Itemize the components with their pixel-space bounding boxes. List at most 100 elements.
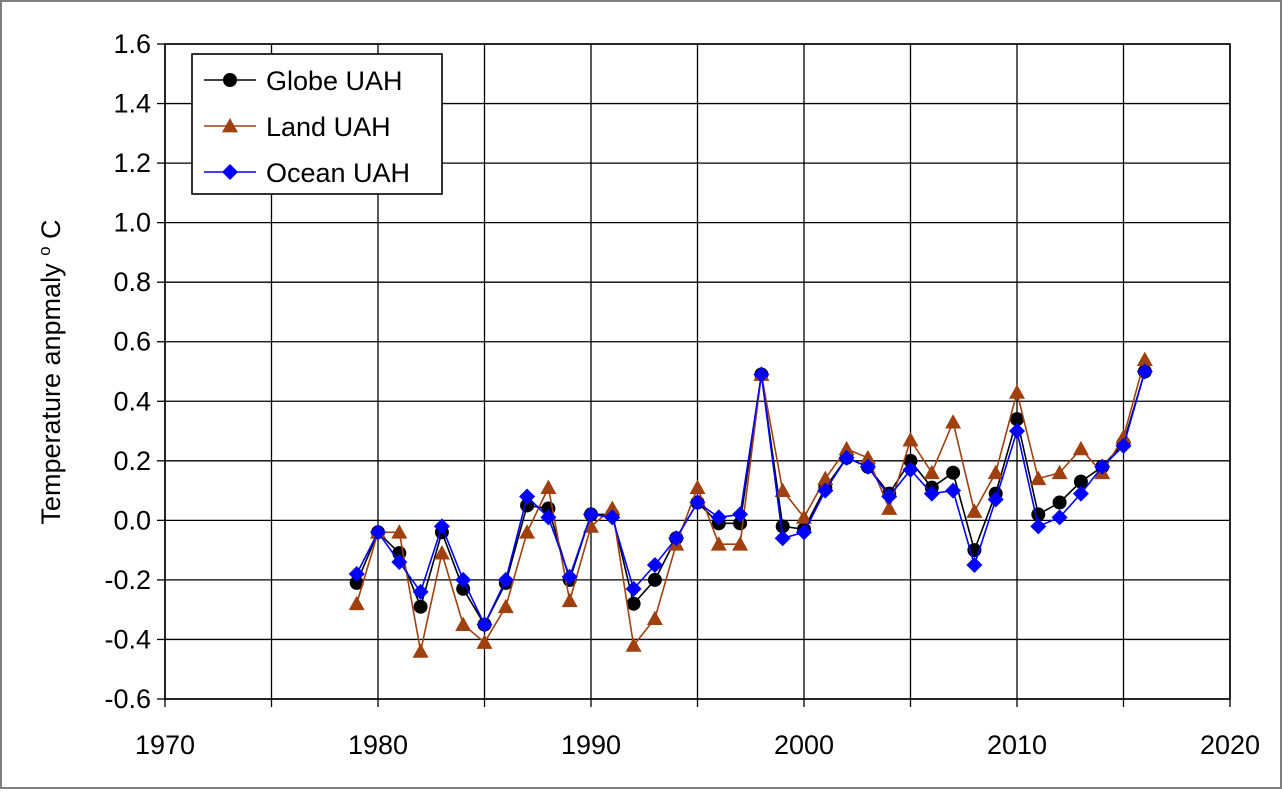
data-point-ocean-uah	[753, 366, 770, 383]
data-point-land-uah	[561, 592, 578, 608]
legend-label-ocean-uah: Ocean UAH	[266, 158, 410, 188]
data-point-land-uah	[476, 634, 493, 649]
y-tick-label: -0.2	[104, 565, 151, 595]
data-point-ocean-uah	[838, 449, 855, 466]
data-point-globe-uah	[413, 599, 428, 614]
y-axis-unit-superscript: o	[35, 246, 54, 255]
data-point-globe-uah	[349, 575, 364, 590]
data-point-ocean-uah	[646, 557, 663, 574]
data-point-ocean-uah	[923, 485, 940, 502]
x-tick-label: 2010	[987, 730, 1047, 760]
y-tick-label: 0.6	[113, 327, 151, 357]
data-point-land-uah	[1009, 384, 1025, 399]
data-point-ocean-uah	[455, 571, 472, 588]
data-point-globe-uah	[626, 596, 641, 611]
legend-marker-globe-uah	[223, 73, 237, 87]
data-point-land-uah	[625, 637, 642, 652]
legend-label-globe-uah: Globe UAH	[266, 66, 403, 96]
y-tick-label: 0.8	[113, 267, 151, 297]
data-point-ocean-uah	[540, 509, 557, 526]
data-point-ocean-uah	[817, 482, 834, 499]
data-point-land-uah	[838, 440, 855, 456]
series-line-land-uah	[355, 359, 1146, 652]
data-point-land-uah	[433, 545, 450, 560]
data-point-ocean-uah	[1136, 363, 1153, 380]
data-point-ocean-uah	[987, 491, 1004, 508]
data-point-ocean-uah	[604, 509, 621, 526]
y-tick-label: 1.2	[113, 148, 151, 178]
data-point-land-uah	[497, 598, 514, 614]
legend-marker-ocean-uah	[222, 164, 238, 180]
data-series	[348, 351, 1153, 658]
y-tick-label: 0.2	[113, 446, 151, 476]
x-tick-label: 2020	[1200, 730, 1260, 760]
data-point-ocean-uah	[966, 557, 983, 574]
data-point-ocean-uah	[689, 494, 706, 511]
legend-label-land-uah: Land UAH	[266, 112, 391, 142]
legend-item-globe-uah: Globe UAH	[204, 66, 403, 96]
y-axis-unit: C	[36, 219, 66, 239]
y-tick-label: -0.6	[104, 684, 151, 714]
data-point-land-uah	[732, 536, 749, 551]
data-point-land-uah	[987, 464, 1004, 480]
y-axis-label-text: Temperature anpmaly	[36, 263, 66, 525]
data-point-globe-uah	[946, 465, 961, 480]
data-point-ocean-uah	[1009, 423, 1025, 440]
data-point-land-uah	[902, 431, 919, 447]
data-point-ocean-uah	[391, 554, 408, 571]
data-point-ocean-uah	[859, 458, 876, 475]
data-point-land-uah	[923, 464, 940, 480]
data-point-ocean-uah	[668, 530, 685, 547]
data-point-land-uah	[1030, 470, 1047, 486]
data-point-ocean-uah	[1030, 518, 1047, 535]
data-point-ocean-uah	[476, 616, 493, 633]
data-point-land-uah	[604, 500, 621, 515]
y-tick-label: -0.4	[104, 624, 151, 654]
data-point-globe-uah	[647, 572, 662, 587]
data-point-land-uah	[1136, 351, 1153, 366]
data-point-land-uah	[348, 595, 365, 611]
y-tick-label: 1.6	[113, 29, 151, 59]
data-point-land-uah	[455, 616, 472, 631]
legend: Globe UAH Land UAH Ocean UAH	[191, 53, 443, 195]
series-ocean-uah	[348, 363, 1153, 633]
data-point-ocean-uah	[774, 530, 791, 547]
data-point-ocean-uah	[732, 506, 749, 523]
axes: 1.6 1.4 1.2 1.0 0.8 0.6 0.4 0.2 0.0 -0.2 -0.4 -0.6 1…	[104, 29, 1260, 760]
data-point-globe-uah	[1073, 474, 1088, 489]
data-point-land-uah	[583, 518, 599, 533]
x-tick-label: 1970	[135, 730, 195, 760]
data-point-globe-uah	[775, 519, 790, 534]
x-tick-label: 1990	[561, 730, 621, 760]
x-tick-label: 2000	[774, 730, 834, 760]
y-axis-label: Temperature anpmaly o C	[26, 219, 66, 524]
data-point-globe-uah	[456, 581, 471, 596]
legend-item-ocean-uah: Ocean UAH	[204, 158, 410, 188]
data-point-ocean-uah	[433, 518, 450, 535]
data-point-ocean-uah	[348, 565, 365, 582]
data-point-land-uah	[1072, 440, 1089, 456]
series-land-uah	[348, 351, 1153, 658]
data-point-globe-uah	[903, 453, 918, 468]
y-tick-label: 1.0	[113, 208, 151, 238]
data-point-ocean-uah	[881, 488, 898, 505]
y-tick-label: 0.4	[113, 386, 151, 416]
data-point-land-uah	[966, 503, 983, 518]
data-point-globe-uah	[1010, 412, 1024, 427]
data-point-land-uah	[710, 536, 727, 551]
data-point-land-uah	[1051, 464, 1068, 480]
x-tick-label: 1980	[348, 730, 408, 760]
data-point-land-uah	[391, 524, 408, 539]
data-point-land-uah	[1115, 429, 1132, 444]
data-point-ocean-uah	[1072, 485, 1089, 502]
data-point-land-uah	[796, 509, 812, 524]
data-point-ocean-uah	[902, 461, 919, 478]
series-line-globe-uah	[355, 371, 1146, 627]
legend-item-land-uah: Land UAH	[204, 112, 391, 142]
data-point-ocean-uah	[1051, 509, 1068, 526]
data-point-ocean-uah	[1094, 458, 1111, 475]
data-point-land-uah	[689, 479, 706, 495]
data-point-ocean-uah	[497, 571, 514, 588]
